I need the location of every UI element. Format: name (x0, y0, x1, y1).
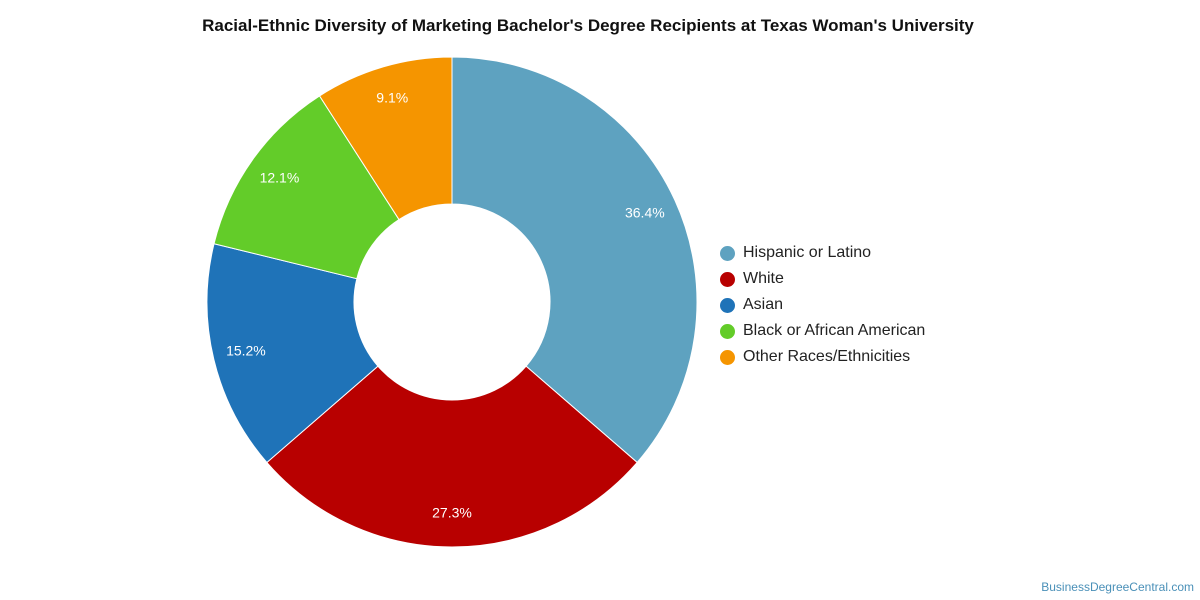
slice-labels: 36.4% 27.3% 15.2% 12.1% 9.1% (226, 89, 665, 520)
legend-label: White (743, 270, 784, 287)
legend-item-white[interactable]: White (720, 266, 925, 292)
legend-swatch (720, 297, 735, 313)
legend-item-asian[interactable]: Asian (720, 292, 925, 318)
slice-black-or-african-american (213, 95, 400, 280)
slice-label-white: 27.3% (432, 505, 472, 521)
legend-item-black-or-african-american[interactable]: Black or African American (720, 318, 925, 344)
chart-title: Racial-Ethnic Diversity of Marketing Bac… (202, 16, 974, 35)
legend-swatch (720, 323, 735, 339)
legend-swatch (720, 349, 735, 365)
legend-label: Hispanic or Latino (743, 244, 872, 261)
slice-other-races-ethnicities (318, 56, 453, 221)
legend-label: Other Races/Ethnicities (743, 348, 911, 365)
donut-slices (206, 56, 698, 548)
legend-swatch (720, 245, 735, 261)
legend-item-hispanic-or-latino[interactable]: Hispanic or Latino (720, 240, 925, 266)
slice-hispanic-or-latino (451, 56, 698, 464)
slice-label-hispanic-or-latino: 36.4% (625, 205, 665, 221)
legend-label: Asian (743, 296, 784, 313)
slice-label-black-or-african-american: 12.1% (260, 170, 300, 186)
legend-item-other-races-ethnicities[interactable]: Other Races/Ethnicities (720, 344, 925, 370)
slice-white (266, 365, 638, 548)
source-credit: BusinessDegreeCentral.com (1041, 580, 1194, 594)
slice-asian (206, 243, 379, 464)
slice-label-other-races-ethnicities: 9.1% (376, 89, 408, 105)
legend-label: Black or African American (743, 322, 926, 339)
slice-label-asian: 15.2% (226, 342, 266, 358)
legend-swatch (720, 271, 735, 287)
chart-legend: Hispanic or Latino White Asian Black or Afr… (720, 240, 925, 370)
